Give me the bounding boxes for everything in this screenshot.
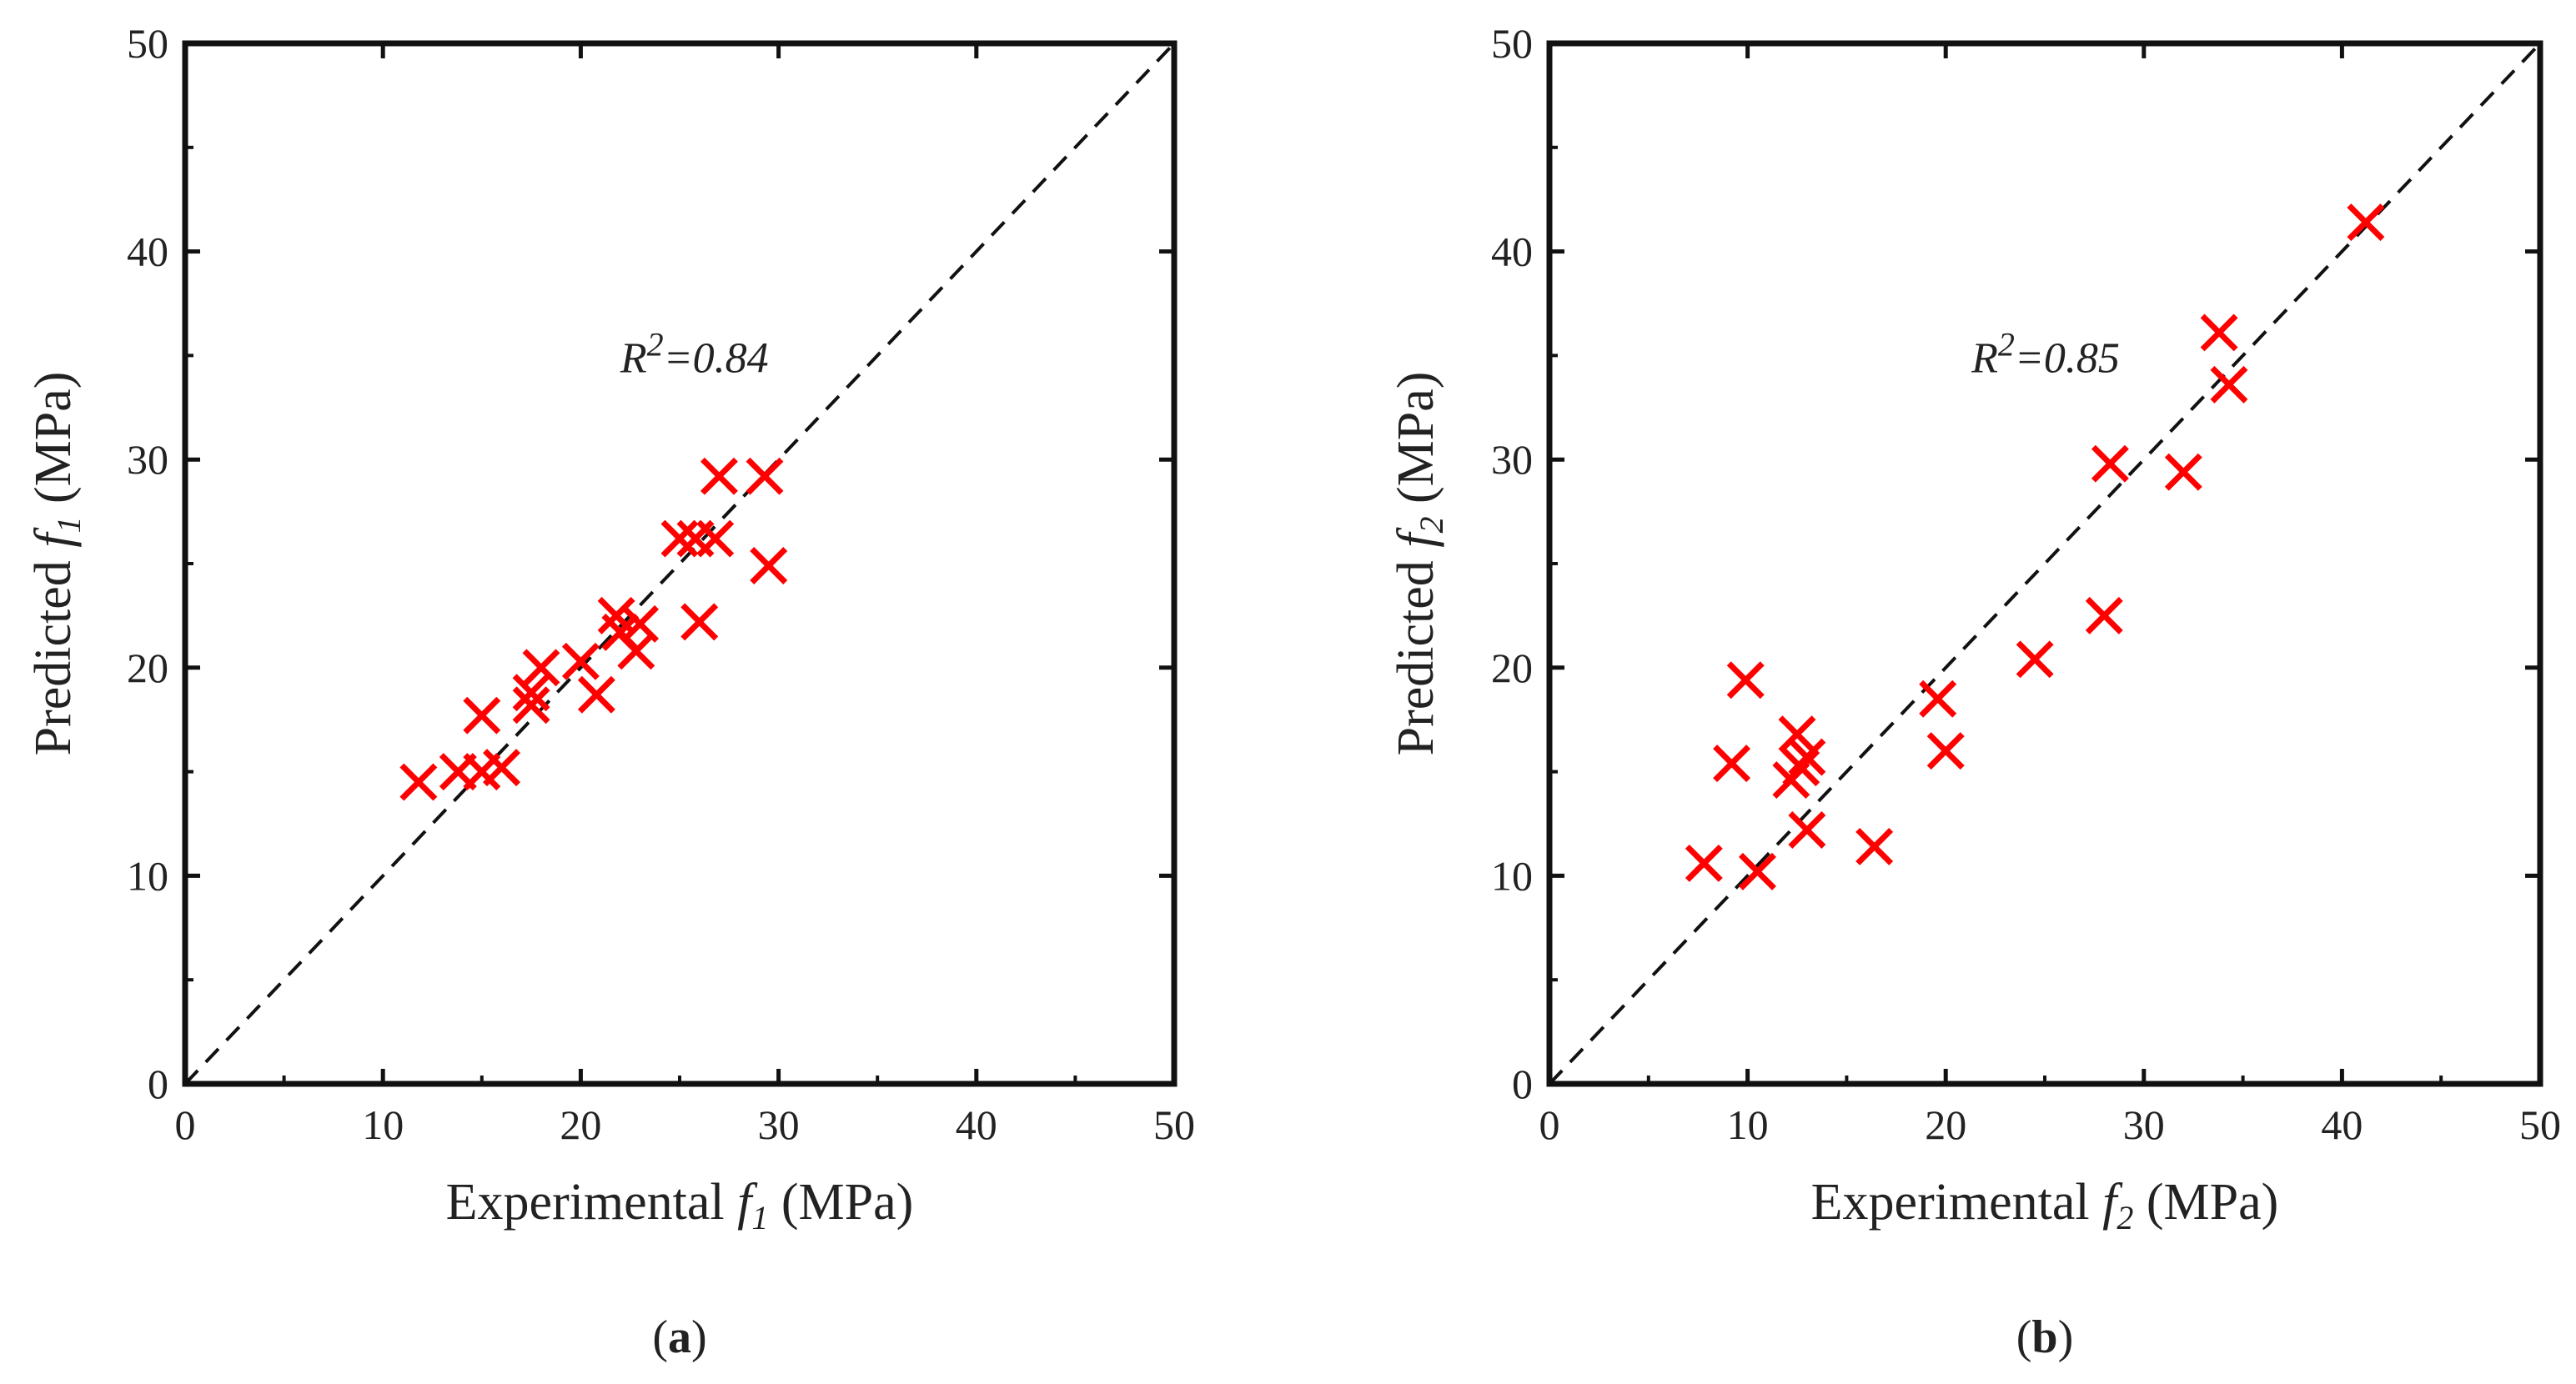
data-point bbox=[1713, 745, 1751, 783]
reference-line bbox=[1548, 42, 2542, 1086]
data-point bbox=[522, 649, 560, 687]
y-tick-label: 10 bbox=[127, 852, 168, 899]
axis-ticks bbox=[183, 41, 1177, 1086]
x-tick-label: 40 bbox=[956, 1101, 997, 1148]
data-point bbox=[399, 763, 438, 801]
y-axis-title: Predicted f2 (MPa) bbox=[1388, 372, 1450, 756]
x-tick-label: 50 bbox=[1153, 1101, 1195, 1148]
panel-caption: (b) bbox=[2016, 1311, 2073, 1363]
data-point bbox=[463, 696, 501, 735]
y-axis-variable-subscript: 2 bbox=[1413, 517, 1450, 534]
panel-caption-letter: b bbox=[2031, 1311, 2057, 1363]
panel-caption-close: ) bbox=[691, 1311, 707, 1363]
data-point bbox=[2200, 313, 2238, 352]
x-axis-title: Experimental f2 (MPa) bbox=[1811, 1174, 2279, 1236]
panel-a: 0 10 20 30 40 50 0 10 20 30 40 50 Experimental f1 (M… bbox=[25, 20, 1195, 1363]
x-tick-label: 20 bbox=[560, 1101, 601, 1148]
data-point bbox=[680, 603, 719, 641]
r-squared-superscript: 2 bbox=[1998, 325, 2015, 363]
y-tick-label: 0 bbox=[1512, 1061, 1533, 1107]
panel-b: 0 10 20 30 40 50 0 10 20 30 40 50 Experimental f2 (M… bbox=[1388, 20, 2561, 1363]
x-axis-title-prefix: Experimental bbox=[446, 1174, 737, 1231]
x-axis-unit: (MPa) bbox=[768, 1174, 913, 1231]
x-tick-label: 50 bbox=[2519, 1101, 2561, 1148]
y-tick-label: 50 bbox=[127, 20, 168, 67]
y-tick-label: 0 bbox=[148, 1061, 168, 1107]
x-tick-label: 0 bbox=[175, 1101, 196, 1148]
data-point bbox=[746, 457, 784, 495]
panel-caption: (a) bbox=[652, 1311, 706, 1363]
x-tick-label: 10 bbox=[362, 1101, 404, 1148]
data-point bbox=[1782, 749, 1820, 787]
r-squared-superscript: 2 bbox=[647, 325, 664, 363]
data-point bbox=[1726, 661, 1765, 700]
data-point bbox=[700, 457, 738, 495]
data-point bbox=[1855, 827, 1894, 865]
x-axis-variable-subscript: 1 bbox=[751, 1199, 768, 1236]
data-point bbox=[2016, 640, 2054, 679]
data-series bbox=[399, 457, 788, 801]
y-axis-variable-subscript: 1 bbox=[50, 517, 88, 534]
y-axis-unit: (MPa) bbox=[25, 372, 82, 517]
x-axis-variable-subscript: 2 bbox=[2117, 1199, 2133, 1236]
y-tick-label: 10 bbox=[1491, 852, 1533, 899]
x-tick-label: 40 bbox=[2321, 1101, 2363, 1148]
y-tick-label: 30 bbox=[1491, 436, 1533, 483]
reference-line bbox=[183, 42, 1176, 1086]
r-squared-value: =0.85 bbox=[2015, 334, 2120, 382]
x-tick-label: 30 bbox=[758, 1101, 800, 1148]
y-axis-title-prefix: Predicted bbox=[25, 548, 82, 756]
data-point bbox=[577, 675, 615, 714]
data-point bbox=[1926, 732, 1965, 770]
axis-ticks bbox=[1547, 41, 2543, 1086]
x-tick-label: 30 bbox=[2123, 1101, 2165, 1148]
data-point bbox=[1778, 715, 1816, 754]
panel-caption-open: ( bbox=[652, 1311, 668, 1363]
x-tick-label: 20 bbox=[1925, 1101, 1966, 1148]
data-point bbox=[2347, 203, 2385, 242]
panel-caption-open: ( bbox=[2016, 1311, 2032, 1363]
data-point bbox=[750, 547, 788, 584]
data-point bbox=[512, 674, 550, 712]
data-point bbox=[696, 519, 735, 558]
data-point bbox=[561, 642, 600, 680]
data-point bbox=[2085, 596, 2123, 634]
r-squared-symbol: R bbox=[620, 334, 647, 382]
r-squared-symbol: R bbox=[1971, 334, 1998, 382]
x-tick-label: 10 bbox=[1727, 1101, 1769, 1148]
y-tick-label: 50 bbox=[1491, 20, 1533, 67]
r-squared-annotation: R2=0.85 bbox=[1971, 325, 2120, 382]
panel-caption-close: ) bbox=[2058, 1311, 2074, 1363]
r-squared-value: =0.84 bbox=[664, 334, 769, 382]
data-point bbox=[2091, 444, 2129, 483]
data-point bbox=[1788, 811, 1826, 849]
y-tick-label: 40 bbox=[1491, 228, 1533, 275]
panel-caption-letter: a bbox=[668, 1311, 691, 1363]
data-series bbox=[1685, 203, 2385, 890]
data-point bbox=[483, 749, 520, 787]
x-axis-title: Experimental f1 (MPa) bbox=[446, 1174, 914, 1236]
data-point bbox=[1919, 679, 1957, 718]
y-tick-label: 40 bbox=[127, 228, 168, 275]
y-tick-label: 20 bbox=[1491, 644, 1533, 691]
data-point bbox=[1685, 844, 1723, 882]
data-point bbox=[621, 604, 660, 643]
data-point bbox=[2164, 453, 2202, 491]
x-tick-label: 0 bbox=[1539, 1101, 1560, 1148]
y-axis-title-prefix: Predicted bbox=[1388, 548, 1444, 756]
data-point bbox=[660, 519, 699, 558]
y-axis-title: Predicted f1 (MPa) bbox=[25, 372, 88, 756]
data-point bbox=[2210, 365, 2248, 404]
y-tick-label: 30 bbox=[127, 436, 168, 483]
y-axis-unit: (MPa) bbox=[1388, 372, 1444, 517]
data-point bbox=[1788, 738, 1826, 776]
data-point bbox=[1739, 852, 1776, 890]
y-tick-label: 20 bbox=[127, 644, 168, 691]
x-axis-unit: (MPa) bbox=[2133, 1174, 2278, 1231]
r-squared-annotation: R2=0.84 bbox=[620, 325, 769, 382]
x-axis-title-prefix: Experimental bbox=[1811, 1174, 2102, 1231]
data-point bbox=[512, 686, 550, 725]
